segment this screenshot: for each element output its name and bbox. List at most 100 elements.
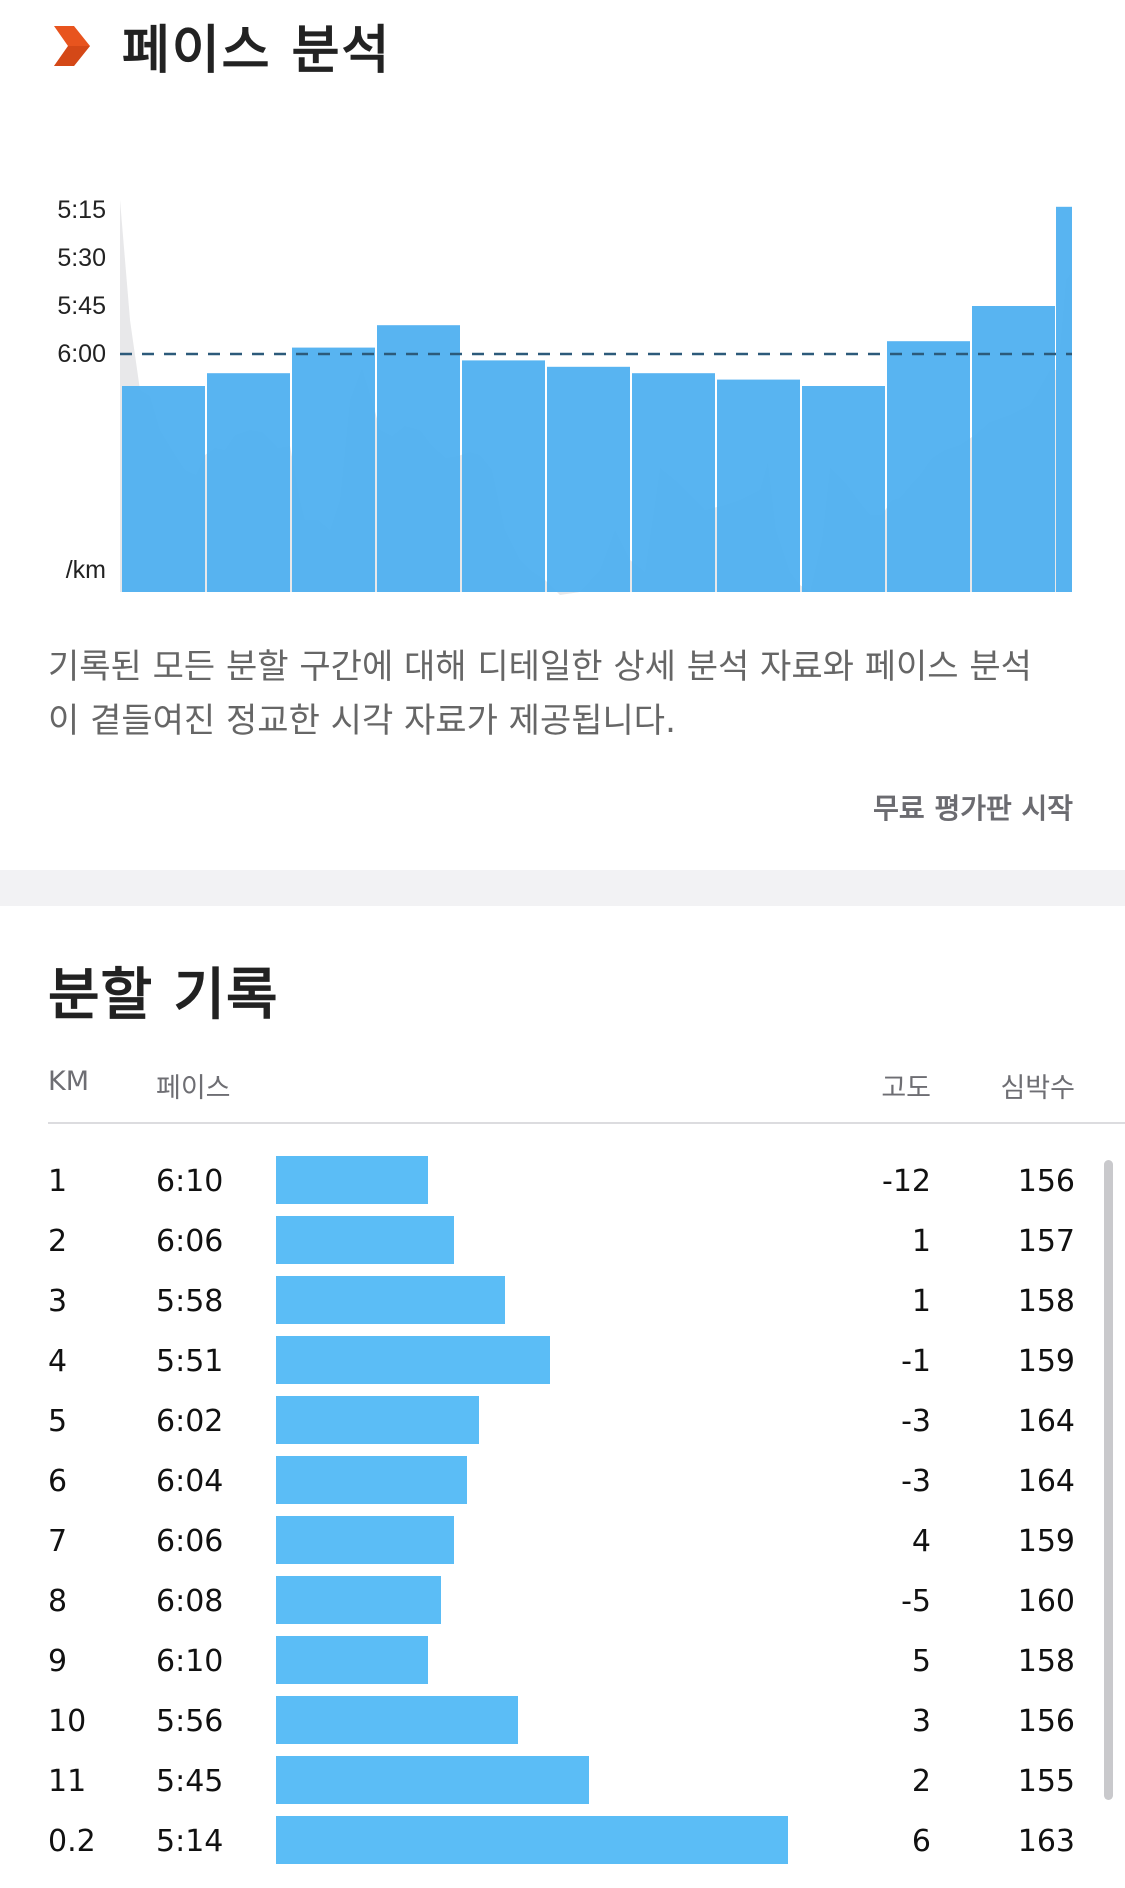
split-elevation: 4 [911,1524,931,1559]
pace-description: 기록된 모든 분할 구간에 대해 디테일한 상세 분석 자료와 페이스 분석이 … [48,647,1032,741]
pace-bar [462,360,545,592]
col-header-pace: 페이스 [156,1073,231,1104]
y-tick-label: 5:15 [57,196,106,224]
table-row: 8 6:08 -5 160 [0,1576,1125,1636]
pace-bar [632,373,715,592]
y-tick-label: 5:45 [57,292,106,320]
split-km: 6 [48,1464,68,1499]
split-pace-bar [276,1336,550,1384]
pace-bar [717,379,800,592]
split-pace: 5:45 [156,1764,224,1799]
split-elevation: -5 [901,1584,931,1619]
split-elevation: 3 [911,1704,931,1739]
header-divider [48,1122,1125,1124]
split-elevation: 5 [911,1644,931,1679]
split-heart-rate: 158 [1017,1284,1075,1319]
table-row: 9 6:10 5 158 [0,1636,1125,1696]
split-km: 0.2 [48,1824,96,1859]
split-elevation: 1 [911,1224,931,1259]
split-km: 9 [48,1644,68,1679]
split-pace: 5:56 [156,1704,224,1739]
split-pace-bar [276,1396,479,1444]
split-km: 11 [48,1764,87,1799]
pace-chart-svg: 5:15 5:30 5:45 6:00/km [57,196,1072,595]
pace-analysis-section: 페이스 분석 5:15 5:30 5:45 6:00/km 기록된 모든 분할 구간에… [0,0,1125,870]
pace-bar [377,325,460,592]
split-heart-rate: 159 [1017,1524,1075,1559]
split-elevation: -3 [901,1404,931,1439]
split-elevation: -12 [882,1164,931,1199]
split-km: 2 [48,1224,68,1259]
y-tick-label: 6:00 [57,340,106,368]
section-divider [0,870,1125,906]
split-heart-rate: 156 [1017,1704,1075,1739]
pace-bar [1056,206,1072,593]
split-heart-rate: 157 [1017,1224,1075,1259]
split-elevation: 6 [911,1824,931,1859]
split-heart-rate: 164 [1017,1404,1075,1439]
table-row: 4 5:51 -1 159 [0,1336,1125,1396]
split-pace: 6:10 [156,1164,224,1199]
split-pace: 6:06 [156,1224,224,1259]
split-pace-bar [276,1276,505,1324]
split-heart-rate: 159 [1017,1344,1075,1379]
split-pace-bar [276,1816,788,1864]
split-pace-bar [276,1756,589,1804]
table-row: 0.2 5:14 6 163 [0,1816,1125,1876]
split-pace: 6:06 [156,1524,224,1559]
pace-bar [887,341,970,592]
split-pace: 6:10 [156,1644,224,1679]
pace-chart: 5:15 5:30 5:45 6:00/km [0,100,1125,610]
section-title: 페이스 분석 [122,21,392,81]
col-header-elevation: 고도 [881,1073,931,1104]
split-elevation: -3 [901,1464,931,1499]
table-row: 11 5:45 2 155 [0,1756,1125,1816]
pace-bar [802,386,885,592]
table-row: 3 5:58 1 158 [0,1276,1125,1336]
split-km: 8 [48,1584,68,1619]
split-heart-rate: 156 [1017,1164,1075,1199]
split-pace: 5:14 [156,1824,224,1859]
splits-title: 분할 기록 [48,963,279,1028]
chevron-right-icon [54,25,90,66]
split-pace-bar [276,1156,428,1204]
split-pace-bar [276,1516,454,1564]
table-row: 5 6:02 -3 164 [0,1396,1125,1456]
table-row: 6 6:04 -3 164 [0,1456,1125,1516]
splits-section: 분할 기록 KM 페이스 고도 심박수 1 6:10 -12 156 2 6:06 1 157… [0,906,1125,1888]
table-row: 1 6:10 -12 156 [0,1156,1125,1216]
split-km: 10 [48,1704,87,1739]
split-pace-bar [276,1636,428,1684]
split-km: 1 [48,1164,68,1199]
free-trial-link[interactable]: 무료 평가판 시작 [873,792,1073,825]
split-km: 7 [48,1524,68,1559]
split-heart-rate: 155 [1017,1764,1075,1799]
split-elevation: -1 [901,1344,931,1379]
split-pace: 6:08 [156,1584,224,1619]
table-row: 7 6:06 4 159 [0,1516,1125,1576]
table-row: 10 5:56 3 156 [0,1696,1125,1756]
split-elevation: 1 [911,1284,931,1319]
split-heart-rate: 163 [1017,1824,1075,1859]
split-km: 5 [48,1404,68,1439]
scrollbar[interactable] [1104,1160,1113,1800]
split-elevation: 2 [911,1764,931,1799]
col-header-km: KM [48,1066,90,1097]
split-pace-bar [276,1696,518,1744]
split-pace-bar [276,1576,441,1624]
col-header-heart-rate: 심박수 [1000,1073,1075,1104]
split-pace: 6:04 [156,1464,224,1499]
split-heart-rate: 160 [1017,1584,1075,1619]
split-km: 4 [48,1344,68,1379]
split-pace-bar [276,1216,454,1264]
split-heart-rate: 164 [1017,1464,1075,1499]
split-km: 3 [48,1284,68,1319]
split-pace: 6:02 [156,1404,224,1439]
split-pace: 5:51 [156,1344,224,1379]
pace-bar [207,373,290,592]
y-unit-label: /km [66,556,106,584]
y-tick-label: 5:30 [57,244,106,272]
split-pace: 5:58 [156,1284,224,1319]
pace-bar [547,366,630,592]
split-heart-rate: 158 [1017,1644,1075,1679]
